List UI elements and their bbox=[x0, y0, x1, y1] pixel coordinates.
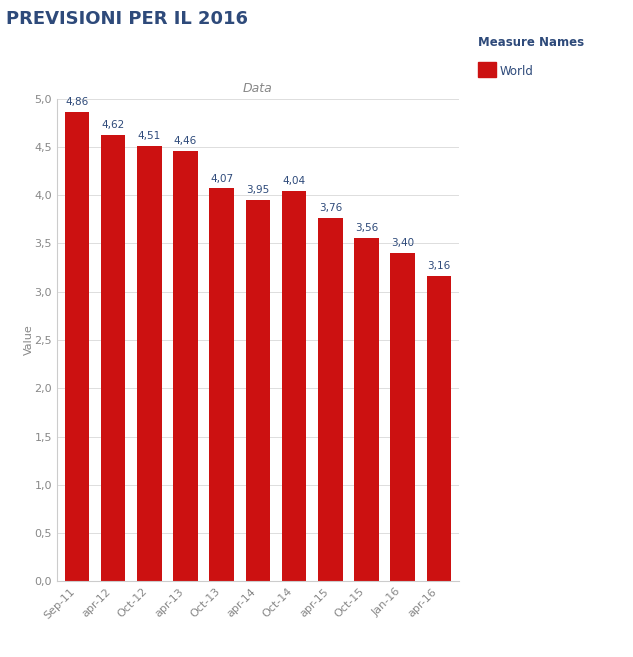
Text: 4,62: 4,62 bbox=[101, 120, 125, 131]
Bar bbox=[137, 146, 161, 581]
Text: PREVISIONI PER IL 2016: PREVISIONI PER IL 2016 bbox=[6, 10, 248, 28]
Bar bbox=[318, 218, 342, 581]
Text: 4,86: 4,86 bbox=[65, 97, 89, 107]
Text: Measure Names: Measure Names bbox=[478, 36, 584, 49]
Text: 3,16: 3,16 bbox=[427, 261, 451, 271]
Y-axis label: Value: Value bbox=[24, 325, 34, 355]
Bar bbox=[210, 189, 234, 581]
Title: Data: Data bbox=[243, 81, 273, 95]
Text: 4,46: 4,46 bbox=[174, 136, 197, 146]
Text: 4,51: 4,51 bbox=[138, 131, 161, 141]
Bar bbox=[427, 276, 451, 581]
Bar bbox=[65, 112, 89, 581]
Bar bbox=[101, 135, 125, 581]
Text: 4,04: 4,04 bbox=[282, 177, 306, 187]
Text: 3,40: 3,40 bbox=[391, 238, 415, 248]
Text: 3,56: 3,56 bbox=[355, 223, 378, 233]
Bar bbox=[246, 200, 270, 581]
Text: World: World bbox=[500, 65, 534, 78]
Bar bbox=[391, 253, 415, 581]
Bar bbox=[282, 191, 306, 581]
Bar bbox=[354, 238, 379, 581]
Bar bbox=[173, 150, 198, 581]
Text: 3,95: 3,95 bbox=[246, 185, 270, 195]
Text: 3,76: 3,76 bbox=[319, 204, 342, 214]
Text: 4,07: 4,07 bbox=[210, 173, 234, 183]
